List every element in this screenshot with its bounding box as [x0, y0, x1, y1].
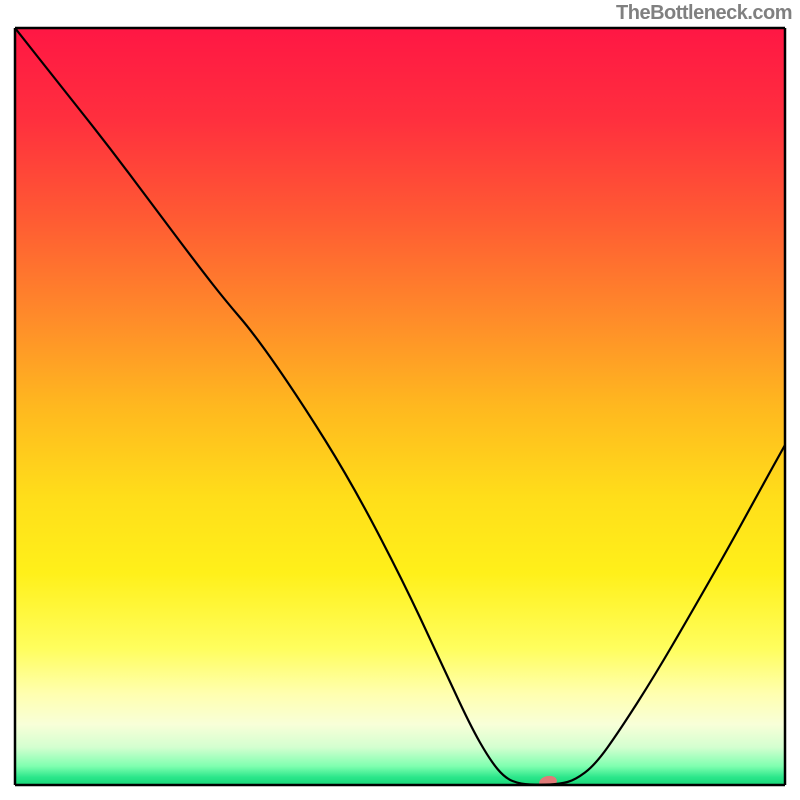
chart-frame: TheBottleneck.com: [0, 0, 800, 800]
watermark-text: TheBottleneck.com: [616, 2, 792, 25]
gradient-background: [15, 28, 785, 785]
bottleneck-chart: [0, 0, 800, 800]
